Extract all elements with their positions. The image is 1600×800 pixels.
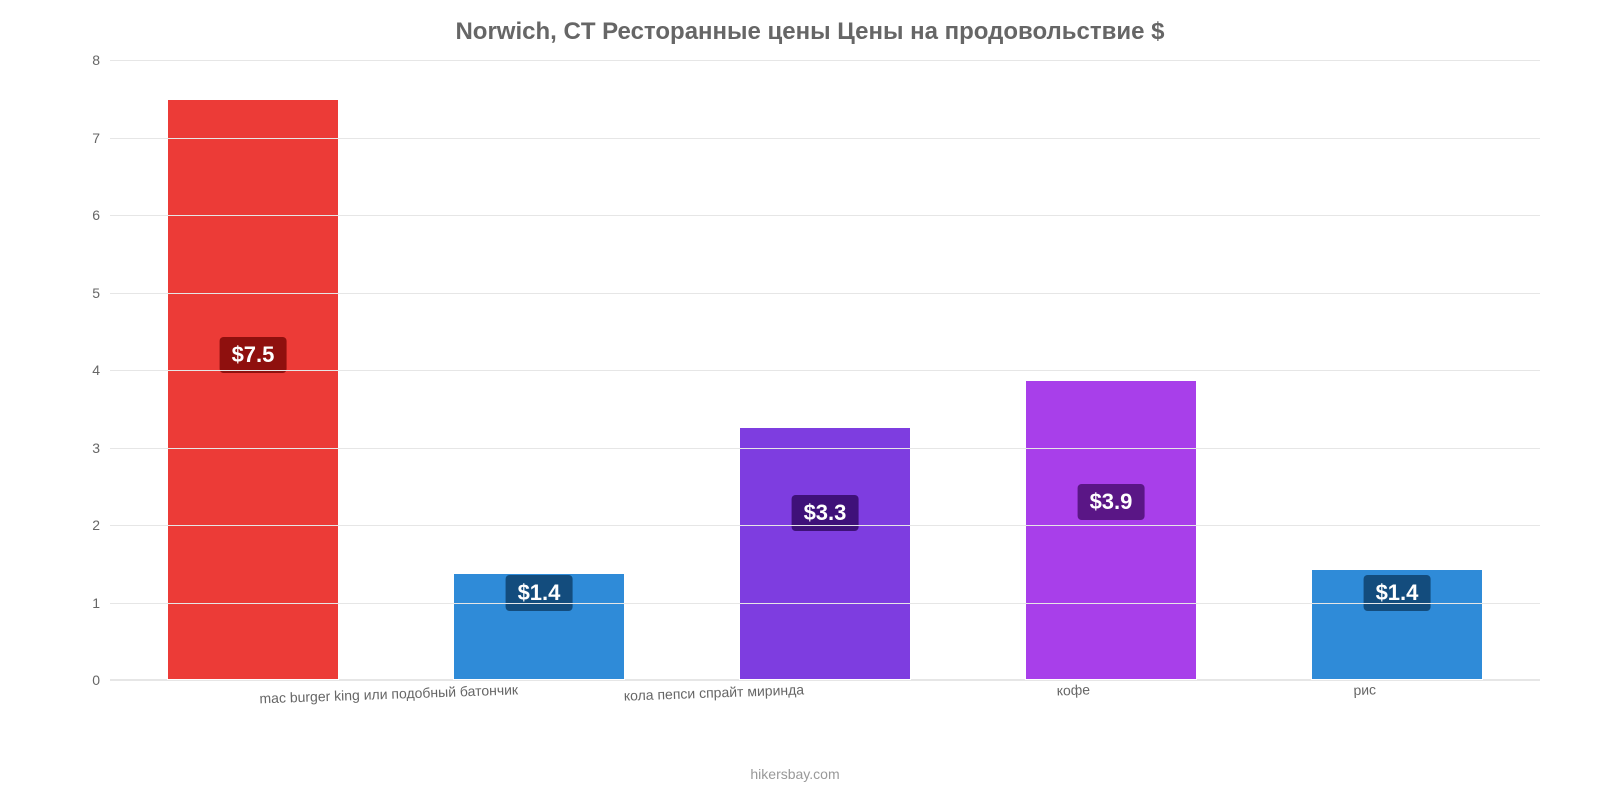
credits-text: hikersbay.com (50, 766, 1540, 782)
y-tick-label: 4 (92, 362, 110, 378)
price-bar-chart: Norwich, CT Ресторанные цены Цены на про… (50, 0, 1570, 800)
grid-line (110, 370, 1540, 371)
chart-title: Norwich, CT Ресторанные цены Цены на про… (50, 0, 1570, 56)
grid-line (110, 138, 1540, 139)
y-tick-label: 8 (92, 52, 110, 68)
y-tick-label: 2 (92, 517, 110, 533)
grid-line (110, 525, 1540, 526)
y-tick-label: 3 (92, 440, 110, 456)
grid-line (110, 293, 1540, 294)
y-tick-label: 7 (92, 130, 110, 146)
x-tick-label: рис (979, 686, 1245, 745)
grid-line (110, 603, 1540, 604)
data-label: $7.5 (220, 337, 287, 373)
grid-line (110, 680, 1540, 681)
data-label: $1.4 (1364, 575, 1431, 611)
y-tick-label: 6 (92, 207, 110, 223)
x-tick-label: кола пепси спрайт миринда (407, 686, 673, 745)
data-label: $3.9 (1078, 484, 1145, 520)
x-axis-labels: mac burger king или подобный батончиккол… (110, 684, 1540, 734)
y-tick-label: 1 (92, 595, 110, 611)
grid-line (110, 215, 1540, 216)
y-tick-label: 5 (92, 285, 110, 301)
y-tick-label: 0 (92, 672, 110, 688)
bar (1025, 380, 1197, 680)
bar (739, 427, 911, 680)
bar (167, 99, 339, 680)
data-label: $1.4 (506, 575, 573, 611)
grid-line (110, 448, 1540, 449)
x-tick-label: mac burger king или подобный батончик (121, 686, 387, 745)
plot-area: $7.5$1.4$3.3$3.9$1.4 012345678 (110, 60, 1540, 680)
x-tick-label: кофе (693, 686, 959, 745)
grid-line (110, 60, 1540, 61)
x-tick-label: бананы (1265, 686, 1531, 745)
